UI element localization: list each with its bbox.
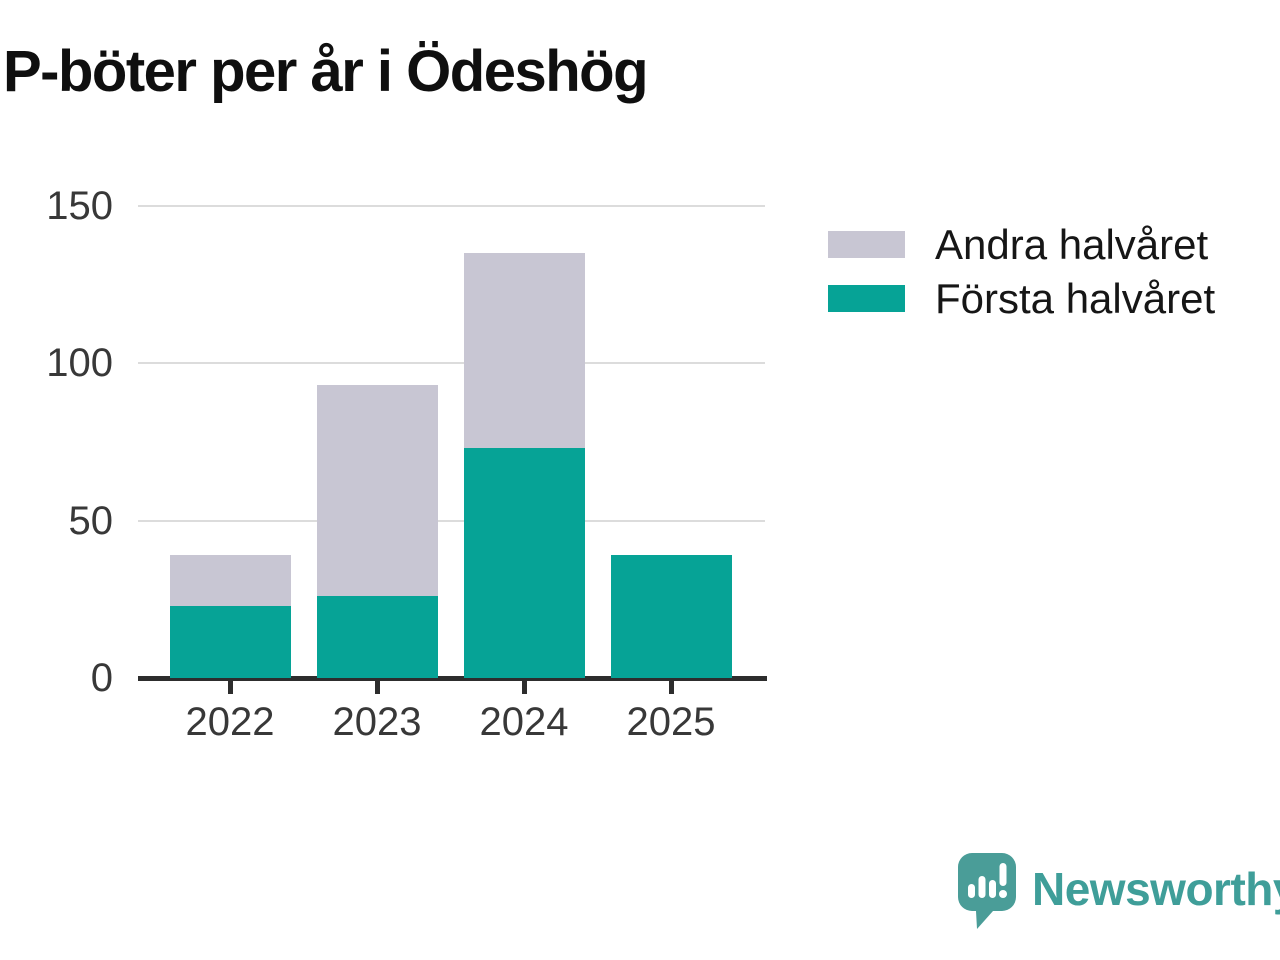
y-axis-label-50: 50 [68, 498, 114, 543]
bar-segment-2022-andra-halvåret [169, 555, 291, 606]
legend-item-första-halvåret: Första halvåret [828, 277, 1215, 319]
legend-swatch [828, 285, 905, 312]
legend-label: Andra halvåret [935, 220, 1209, 268]
bar-segment-2023-första-halvåret [316, 596, 438, 678]
y-axis-label-100: 100 [46, 341, 113, 386]
x-axis-tick-2024 [521, 681, 527, 694]
bar-segment-2024-andra-halvåret [463, 253, 585, 449]
bar-segment-2023-andra-halvåret [316, 385, 438, 597]
bar-segment-2025-första-halvåret [610, 555, 732, 678]
x-axis-line [138, 676, 767, 681]
x-axis-label-2024: 2024 [479, 700, 569, 744]
logo-bar-1 [968, 884, 975, 898]
gridline-50 [138, 519, 765, 522]
logo-bar-3 [989, 880, 996, 898]
x-axis-tick-2022 [227, 681, 233, 694]
newsworthy-logo: Newsworthy [958, 853, 1280, 929]
bar-segment-2024-första-halvåret [463, 448, 585, 678]
logo-exclamation-bar [999, 863, 1007, 886]
x-axis-tick-2023 [374, 681, 380, 694]
x-axis-label-2022: 2022 [185, 700, 275, 744]
newsworthy-logo-icon [958, 853, 1016, 929]
legend-label: Första halvåret [935, 274, 1216, 322]
logo-bar-2 [978, 876, 986, 898]
x-axis-label-2023: 2023 [332, 700, 422, 744]
gridline-100 [138, 362, 765, 365]
y-axis-label-150: 150 [46, 184, 113, 228]
bar-segment-2022-första-halvåret [169, 605, 291, 678]
legend-item-andra-halvåret: Andra halvåret [828, 223, 1215, 265]
x-axis-label-2025: 2025 [626, 700, 716, 744]
legend: Andra halvåret Första halvåret [828, 223, 1215, 339]
legend-swatch [828, 231, 905, 258]
logo-exclamation-dot [999, 890, 1007, 898]
newsworthy-logo-text: Newsworthy [1032, 863, 1280, 915]
chart-title: P-böter per år i Ödeshög [3, 39, 649, 104]
gridline-150 [138, 205, 765, 207]
x-axis-tick-2025 [668, 681, 674, 694]
y-axis-label-0: 0 [90, 656, 113, 700]
